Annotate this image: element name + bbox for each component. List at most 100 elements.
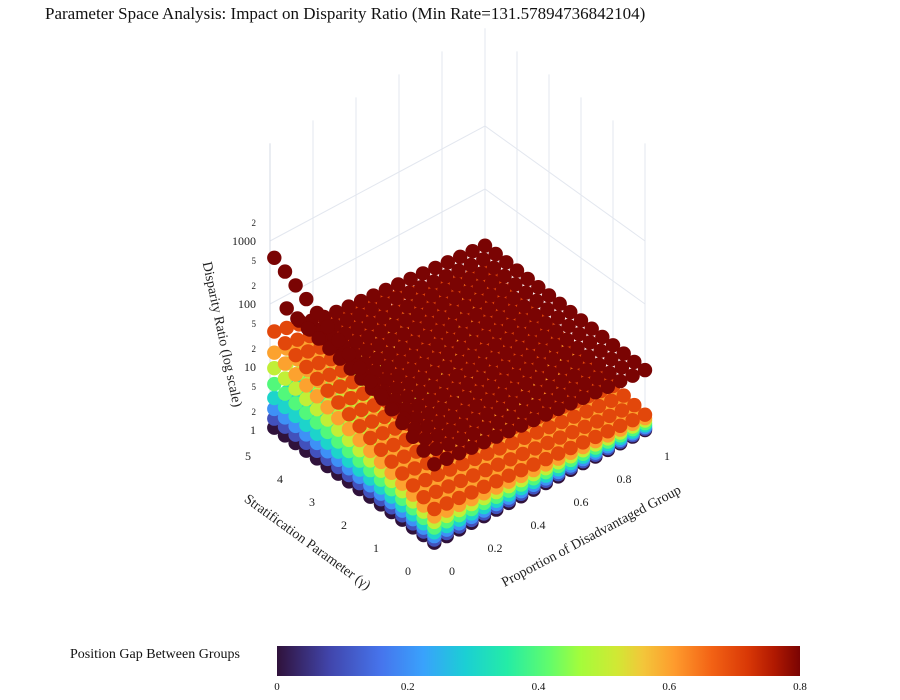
data-point[interactable]: [371, 338, 387, 353]
data-point[interactable]: [441, 479, 456, 494]
data-point[interactable]: [362, 316, 378, 331]
data-point[interactable]: [267, 250, 282, 265]
data-point[interactable]: [487, 351, 502, 367]
data-point[interactable]: [437, 374, 452, 389]
data-point[interactable]: [277, 336, 293, 351]
data-point[interactable]: [520, 271, 535, 287]
data-point[interactable]: [359, 343, 374, 358]
data-point[interactable]: [418, 472, 433, 488]
data-point[interactable]: [513, 463, 529, 478]
data-point[interactable]: [352, 307, 367, 323]
data-point[interactable]: [424, 288, 440, 303]
data-point[interactable]: [449, 368, 465, 383]
data-point[interactable]: [341, 299, 356, 314]
data-point[interactable]: [427, 501, 442, 517]
data-point[interactable]: [490, 324, 505, 339]
data-point[interactable]: [444, 318, 459, 334]
data-point[interactable]: [472, 280, 487, 295]
data-point[interactable]: [430, 338, 445, 353]
data-point[interactable]: [540, 393, 555, 408]
data-point[interactable]: [414, 280, 429, 295]
data-point[interactable]: [549, 324, 564, 339]
data-point[interactable]: [490, 415, 506, 430]
data-point[interactable]: [426, 274, 441, 289]
data-point[interactable]: [614, 403, 630, 418]
data-point[interactable]: [476, 479, 492, 494]
data-point[interactable]: [427, 457, 442, 472]
data-point[interactable]: [439, 360, 454, 375]
data-point[interactable]: [582, 335, 598, 350]
data-point[interactable]: [299, 378, 314, 393]
data-point[interactable]: [309, 402, 325, 417]
data-point[interactable]: [464, 440, 479, 455]
data-point[interactable]: [453, 340, 468, 356]
data-point[interactable]: [290, 332, 305, 347]
data-point[interactable]: [343, 391, 358, 406]
data-point[interactable]: [400, 299, 415, 314]
data-point[interactable]: [299, 359, 314, 375]
data-point[interactable]: [385, 318, 401, 334]
data-point[interactable]: [370, 351, 385, 366]
data-point[interactable]: [407, 461, 422, 476]
data-point[interactable]: [625, 368, 640, 383]
data-point[interactable]: [364, 414, 380, 429]
data-point[interactable]: [478, 421, 493, 436]
data-point[interactable]: [465, 335, 481, 350]
data-point[interactable]: [534, 343, 550, 358]
data-point[interactable]: [536, 329, 551, 345]
data-point[interactable]: [309, 426, 325, 441]
data-point[interactable]: [432, 324, 447, 339]
data-point[interactable]: [363, 374, 378, 389]
data-point[interactable]: [409, 410, 424, 426]
data-point[interactable]: [395, 476, 410, 491]
data-point[interactable]: [320, 412, 335, 427]
data-point[interactable]: [384, 465, 399, 480]
data-point[interactable]: [455, 457, 470, 472]
data-point[interactable]: [401, 285, 417, 300]
data-point[interactable]: [486, 260, 502, 275]
data-point[interactable]: [508, 368, 523, 383]
data-point[interactable]: [288, 367, 303, 382]
data-point[interactable]: [300, 344, 316, 359]
data-point[interactable]: [588, 385, 603, 400]
data-point[interactable]: [542, 420, 557, 435]
data-point[interactable]: [460, 285, 475, 300]
data-point[interactable]: [449, 277, 464, 292]
data-point[interactable]: [481, 302, 496, 317]
data-point[interactable]: [492, 401, 507, 417]
data-point[interactable]: [575, 435, 591, 450]
data-point[interactable]: [496, 374, 511, 389]
data-point[interactable]: [577, 419, 592, 434]
data-point[interactable]: [627, 397, 642, 413]
data-point[interactable]: [495, 282, 511, 298]
data-point[interactable]: [441, 437, 456, 452]
data-point[interactable]: [467, 412, 483, 428]
data-point[interactable]: [410, 307, 425, 323]
data-point[interactable]: [575, 390, 591, 405]
data-point[interactable]: [386, 437, 401, 453]
data-point[interactable]: [464, 485, 479, 500]
data-point[interactable]: [446, 304, 461, 320]
data-point[interactable]: [591, 398, 607, 414]
data-point[interactable]: [437, 282, 452, 298]
data-point[interactable]: [373, 442, 389, 457]
data-point[interactable]: [456, 313, 472, 328]
data-point[interactable]: [395, 415, 410, 431]
data-point[interactable]: [405, 349, 420, 364]
data-point[interactable]: [462, 271, 477, 287]
data-point[interactable]: [554, 414, 569, 430]
data-point[interactable]: [384, 332, 399, 347]
data-point[interactable]: [551, 446, 566, 461]
data-point[interactable]: [288, 348, 303, 363]
data-point[interactable]: [331, 434, 346, 449]
data-point[interactable]: [421, 406, 436, 421]
data-point[interactable]: [572, 327, 587, 342]
data-point[interactable]: [531, 371, 546, 386]
data-point[interactable]: [384, 402, 399, 417]
data-point[interactable]: [520, 363, 536, 378]
data-point[interactable]: [277, 356, 293, 371]
data-point[interactable]: [341, 443, 357, 459]
data-point[interactable]: [508, 277, 523, 292]
data-point[interactable]: [469, 399, 484, 414]
data-point[interactable]: [483, 288, 498, 303]
